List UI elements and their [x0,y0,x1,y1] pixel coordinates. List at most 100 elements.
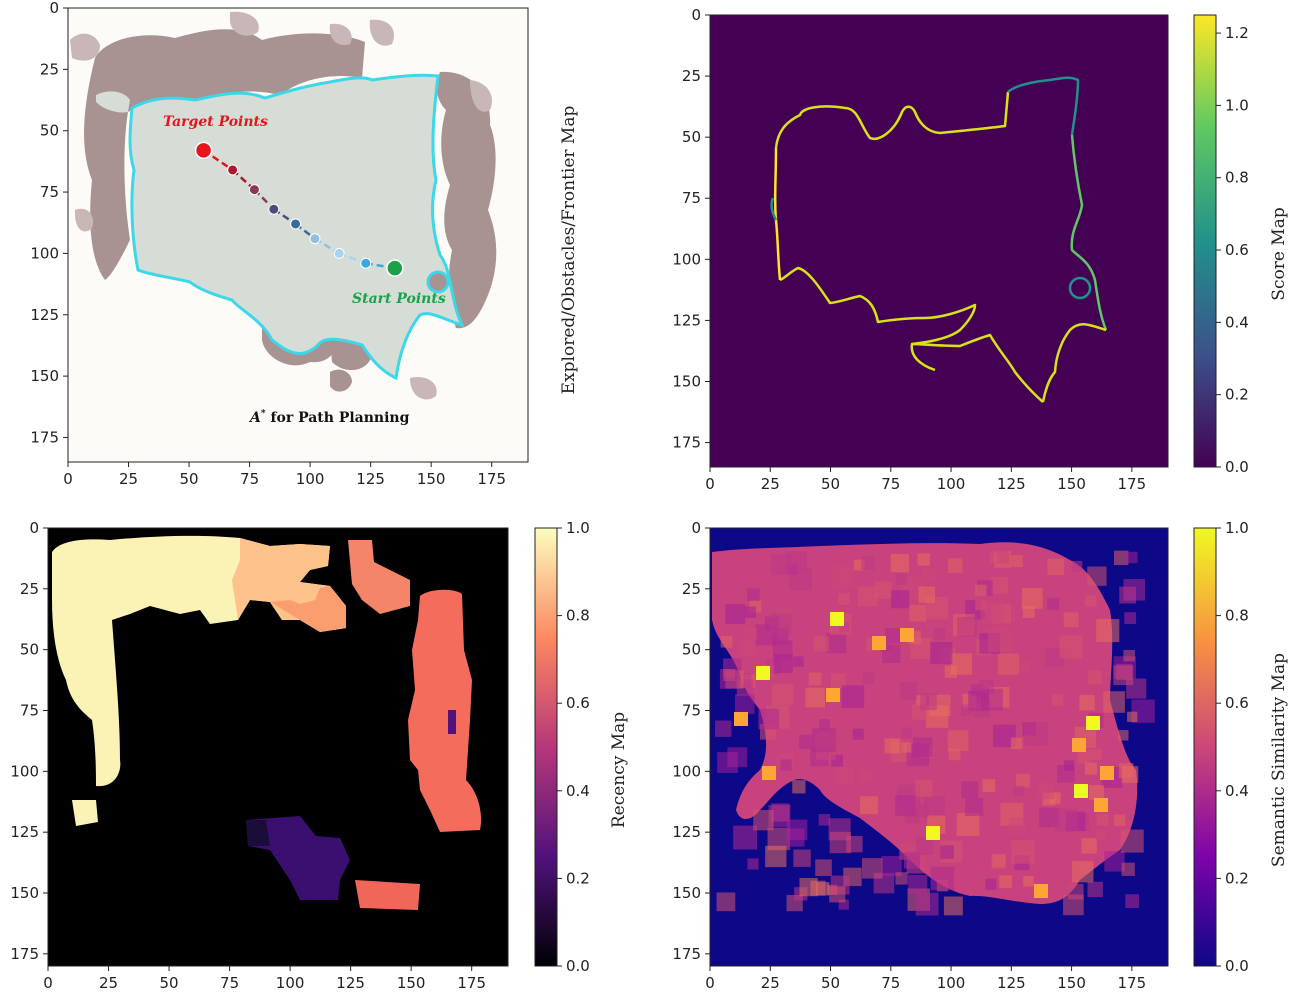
semantic-cell [915,836,934,855]
y-tick-label: 75 [20,702,39,720]
semantic-cell [738,639,756,657]
semantic-cell [884,738,900,754]
semantic-cell [1071,560,1083,572]
y-tick-label: 50 [682,641,701,659]
panel-a-axes: 0 25 50 75 100 125 150 175 0 25 50 75 100 125 150 175 [30,0,506,488]
semantic-hot-cell [830,612,844,626]
semantic-cell [930,641,953,665]
semantic-cell [891,590,910,609]
semantic-cell [744,606,756,618]
astar-sup: * [261,409,266,419]
semantic-cell [753,809,774,831]
path-waypoint [333,247,345,259]
x-tick-label: 75 [220,974,239,992]
obstacle-light-regions [70,11,492,400]
score-colorbar [1193,14,1217,468]
semantic-cell [908,874,928,895]
x-tick-label: 50 [821,475,840,493]
semantic-cell [903,852,921,869]
semantic-hot-cell [1074,784,1088,798]
semantic-cell [829,886,846,903]
recency-old-region [246,816,350,900]
semantic-cell [717,752,738,773]
panel-recency-map: Recency Map 0 25 50 75 100 125 150 175025507510… [10,519,629,992]
semantic-cell [881,856,902,877]
colorbar-tick-label: 0.8 [1225,169,1249,187]
semantic-cell [1072,861,1094,883]
colorbar-tick-label: 0.8 [1225,607,1249,625]
y-tick-label: 175 [672,945,701,963]
x-tick-label: 125 [997,475,1026,493]
y-tick-label: 175 [10,945,39,963]
recency-small-patch [72,800,98,826]
semantic-cell [991,855,1005,869]
colorbar-tick-label: 0.2 [1225,386,1249,404]
semantic-cell [758,708,779,730]
y-tick-label: 125 [672,823,701,841]
semantic-cell [715,720,732,737]
semantic-cell [895,872,908,885]
path-waypoint [227,164,239,176]
semantic-cell [770,613,792,635]
x-tick-label: 175 [477,470,506,488]
recency-colorbar [534,527,558,967]
semantic-cell [1047,558,1065,576]
semantic-cell [1023,876,1034,887]
semantic-cell [1127,711,1138,722]
semantic-cell [982,779,996,792]
semantic-cell [940,845,954,859]
semantic-cell [1096,619,1120,643]
panel-c-frame [47,527,509,967]
semantic-cell [1113,665,1134,686]
semantic-cell [1052,694,1064,706]
path-waypoint [290,218,302,230]
panel-b-frame [709,14,1169,468]
x-tick-label: 75 [881,974,900,992]
semantic-cell [838,899,849,910]
explored-free-patch [96,91,130,113]
semantic-colorbar-ticks: 0.0 0.2 0.4 0.6 0.8 1.0 [1216,519,1249,975]
semantic-cell [1119,586,1137,604]
semantic-cell [950,653,973,675]
start-points-label: Start Points [352,291,446,307]
semantic-cell [813,636,829,652]
semantic-cell [1113,550,1129,566]
semantic-hot-cell [1094,798,1108,812]
semantic-cell [1008,817,1026,835]
semantic-cell [861,556,875,571]
y-tick-label: 125 [10,823,39,841]
semantic-cell [1095,830,1107,842]
y-tick-label: 175 [672,434,701,452]
x-tick-label: 150 [397,974,426,992]
semantic-cell [1121,862,1135,876]
semantic-cell [882,644,901,664]
semantic-cell [1077,749,1092,764]
semantic-cell [780,759,792,771]
target-point [194,141,213,160]
x-tick-label: 25 [761,974,780,992]
astar-caption: A* for Path Planning [248,409,410,426]
semantic-cell [901,727,913,739]
semantic-cell [1059,635,1083,659]
y-tick-label: 175 [30,428,59,446]
semantic-cell [812,728,836,753]
colorbar-tick-label: 0.0 [1225,458,1249,476]
x-tick-label: 25 [119,470,138,488]
semantic-cell [914,803,929,818]
semantic-cell [956,813,980,836]
semantic-cell [922,568,937,583]
semantic-cell [924,795,946,817]
recency-map-label: Recency Map [609,712,629,828]
explored-map-label: Explored/Obstacles/Frontier Map [559,106,579,395]
x-tick-label: 175 [1118,974,1147,992]
semantic-cell [852,728,864,740]
x-tick-label: 125 [356,470,385,488]
y-tick-label: 75 [682,189,701,207]
colorbar-tick-label: 0.4 [1225,782,1249,800]
semantic-cell [965,797,984,817]
y-tick-label: 25 [40,60,59,78]
semantic-cell [1063,612,1079,628]
semantic-cell [1120,829,1144,853]
y-tick-label: 125 [672,311,701,329]
colorbar-tick-label: 0.0 [566,957,590,975]
